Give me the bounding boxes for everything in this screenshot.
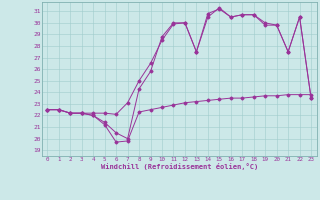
X-axis label: Windchill (Refroidissement éolien,°C): Windchill (Refroidissement éolien,°C) bbox=[100, 163, 258, 170]
